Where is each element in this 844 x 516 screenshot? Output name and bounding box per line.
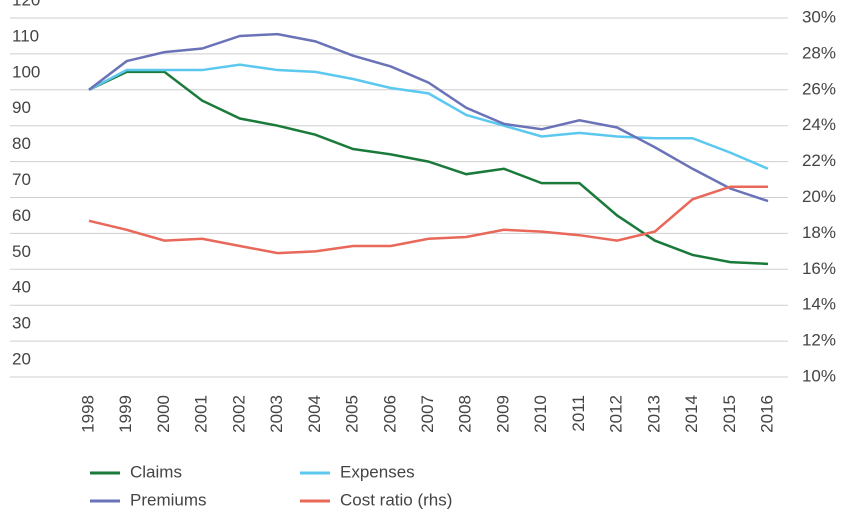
x-tick-label: 2015 [720, 395, 739, 433]
x-tick-label: 1999 [116, 395, 135, 433]
x-tick-label: 2006 [380, 395, 399, 433]
y2-tick-label: 12% [802, 331, 836, 350]
y-tick-label: 60 [12, 206, 31, 225]
x-tick-label: 2007 [418, 395, 437, 433]
x-tick-label: 2013 [644, 395, 663, 433]
x-tick-label: 2016 [757, 395, 776, 433]
y2-tick-label: 18% [802, 223, 836, 242]
y-tick-label: 100 [12, 62, 40, 81]
y2-tick-label: 26% [802, 79, 836, 98]
x-tick-label: 2011 [569, 395, 588, 432]
series-line [88, 70, 769, 266]
y2-tick-label: 16% [802, 259, 836, 278]
y-tick-label: 120 [12, 0, 40, 9]
x-tick-label: 2014 [682, 395, 701, 433]
x-tick-label: 2003 [267, 395, 286, 433]
series-line [88, 32, 769, 203]
y-tick-label: 20 [12, 349, 31, 368]
x-tick-label: 2000 [154, 395, 173, 433]
y2-tick-label: 28% [802, 43, 836, 62]
series-line [88, 63, 769, 170]
y-tick-label: 80 [12, 134, 31, 153]
x-tick-label: 2005 [343, 395, 362, 433]
x-tick-label: 1998 [78, 395, 97, 433]
y-tick-label: 50 [12, 242, 31, 261]
series-line [88, 185, 768, 255]
legend-label: Claims [130, 462, 182, 481]
y-tick-label: 110 [12, 26, 39, 45]
y-tick-label: 30 [12, 314, 31, 333]
y2-tick-label: 22% [802, 151, 836, 170]
x-tick-label: 2010 [531, 395, 550, 433]
legend-label: Premiums [130, 490, 207, 509]
y-tick-label: 40 [12, 278, 31, 297]
x-tick-label: 2001 [192, 395, 211, 433]
x-tick-label: 2008 [456, 395, 475, 433]
x-tick-label: 2002 [229, 395, 248, 433]
y2-tick-label: 30% [802, 7, 836, 26]
x-tick-label: 2012 [607, 395, 626, 433]
y2-tick-label: 10% [802, 366, 836, 385]
legend-label: Expenses [340, 462, 415, 481]
x-tick-label: 2009 [493, 395, 512, 433]
y-tick-label: 90 [12, 98, 31, 117]
y-tick-label: 70 [12, 170, 31, 189]
y2-tick-label: 14% [802, 295, 836, 314]
legend-label: Cost ratio (rhs) [340, 490, 452, 509]
y2-tick-label: 24% [802, 115, 836, 134]
y2-tick-label: 20% [802, 187, 836, 206]
x-tick-label: 2004 [305, 395, 324, 433]
